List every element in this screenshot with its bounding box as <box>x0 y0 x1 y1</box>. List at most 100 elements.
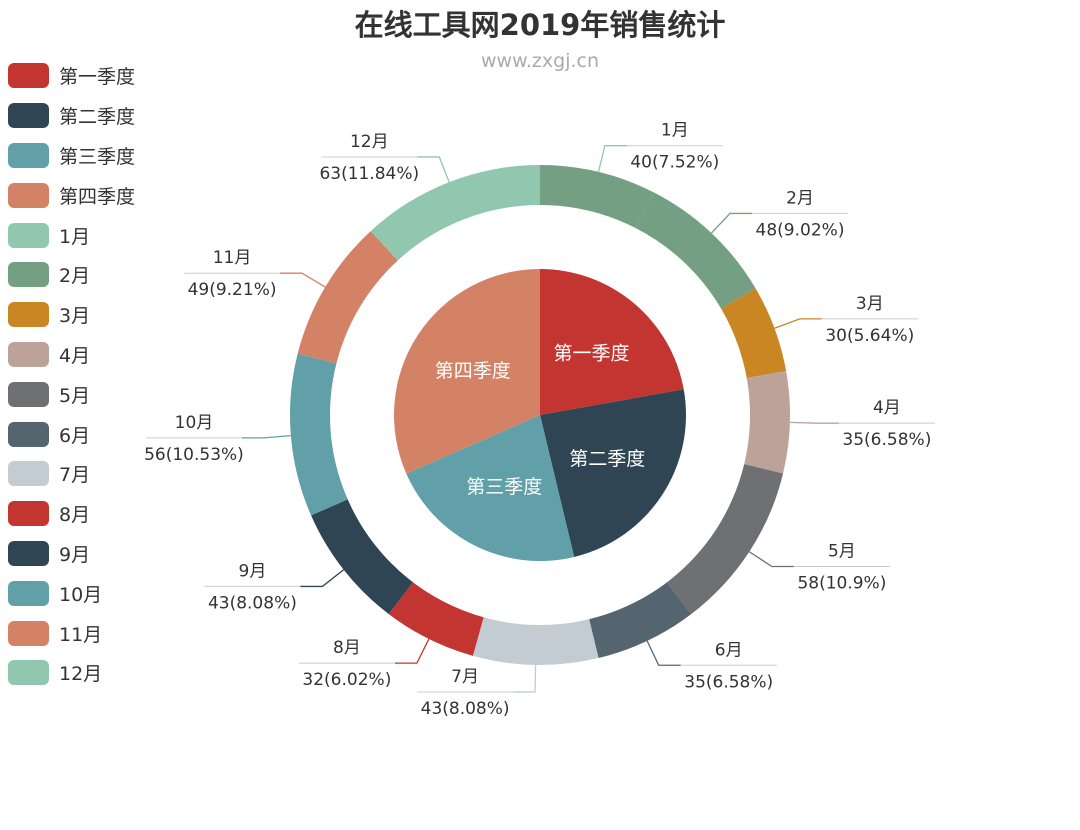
legend-label: 7月 <box>59 464 91 487</box>
outer-slice-value: 35(6.58%) <box>842 430 931 450</box>
legend-item[interactable]: 第二季度 <box>8 96 135 136</box>
chart-title: 在线工具网2019年销售统计 <box>354 8 726 42</box>
legend-item[interactable]: 11月 <box>8 613 135 653</box>
outer-slice-name: 7月 <box>451 667 479 687</box>
outer-slice-value: 40(7.52%) <box>630 153 719 173</box>
legend-label: 6月 <box>59 424 91 447</box>
legend-swatch <box>8 421 49 447</box>
legend-swatch <box>8 341 49 367</box>
legend-swatch <box>8 580 49 606</box>
legend-item[interactable]: 8月 <box>8 494 135 534</box>
outer-ring-slice[interactable] <box>297 231 421 372</box>
legend-swatch <box>8 540 49 566</box>
legend-swatch <box>8 501 49 527</box>
label-line <box>748 551 794 568</box>
legend-swatch <box>8 302 49 328</box>
label-line <box>646 640 681 666</box>
legend-item[interactable]: 2月 <box>8 255 135 295</box>
legend-swatch <box>8 63 49 89</box>
outer-slice-value: 30(5.64%) <box>825 326 914 346</box>
legend-label: 8月 <box>59 504 91 527</box>
legend-label: 第三季度 <box>59 145 136 168</box>
legend-swatch <box>8 103 49 129</box>
legend-swatch <box>8 660 49 686</box>
outer-slice-value: 48(9.02%) <box>756 220 845 240</box>
legend-swatch <box>8 182 49 208</box>
legend: 第一季度第二季度第三季度第四季度 1月 2月 3月 4月 5月 6月 7月 8月 9月 10月 11月… <box>8 56 135 693</box>
legend-item[interactable]: 12月 <box>8 653 135 693</box>
legend-label: 3月 <box>59 305 91 328</box>
legend-item[interactable]: 4月 <box>8 335 135 375</box>
outer-ring-slice[interactable] <box>646 456 784 615</box>
label-line <box>513 664 537 693</box>
legend-label: 10月 <box>59 583 103 606</box>
outer-slice-value: 32(6.02%) <box>302 670 391 690</box>
outer-slice-value: 43(8.08%) <box>421 699 510 719</box>
legend-label: 第四季度 <box>59 185 136 208</box>
legend-item[interactable]: 3月 <box>8 295 135 335</box>
legend-item[interactable]: 5月 <box>8 374 135 414</box>
legend-swatch <box>8 461 49 487</box>
label-line <box>774 318 822 329</box>
inner-slice-label: 第二季度 <box>569 448 645 470</box>
legend-label: 第一季度 <box>59 66 136 89</box>
legend-label: 11月 <box>59 623 103 646</box>
outer-slice-value: 49(9.21%) <box>188 280 277 300</box>
outer-ring-slice[interactable] <box>311 485 434 615</box>
inner-pie-slice[interactable] <box>406 415 575 561</box>
legend-item[interactable]: 9月 <box>8 534 135 574</box>
legend-label: 12月 <box>59 663 103 686</box>
legend-label: 5月 <box>59 384 91 407</box>
outer-ring-slice[interactable] <box>620 192 756 326</box>
label-line <box>417 156 450 183</box>
label-line <box>300 569 345 588</box>
legend-swatch <box>8 381 49 407</box>
outer-slice-value: 56(10.53%) <box>144 445 244 465</box>
outer-slice-name: 6月 <box>715 640 743 660</box>
legend-label: 4月 <box>59 344 91 367</box>
outer-slice-value: 43(8.08%) <box>208 593 297 613</box>
outer-slice-name: 9月 <box>239 561 267 581</box>
legend-label: 第二季度 <box>59 106 136 129</box>
label-line <box>597 145 627 173</box>
label-line <box>789 421 839 424</box>
outer-slice-name: 4月 <box>873 398 901 418</box>
legend-swatch <box>8 620 49 646</box>
legend-label: 9月 <box>59 543 91 566</box>
legend-item[interactable]: 第三季度 <box>8 136 135 176</box>
outer-slice-name: 3月 <box>856 294 884 314</box>
legend-swatch <box>8 222 49 248</box>
legend-item[interactable]: 7月 <box>8 454 135 494</box>
outer-slice-name: 1月 <box>661 121 689 141</box>
inner-pie-slice[interactable] <box>540 389 686 557</box>
legend-item[interactable]: 第四季度 <box>8 175 135 215</box>
label-line <box>711 212 753 234</box>
outer-slice-value: 63(11.84%) <box>319 164 419 184</box>
inner-slice-label: 第四季度 <box>435 360 511 382</box>
outer-slice-name: 11月 <box>213 248 252 268</box>
inner-slice-label: 第一季度 <box>554 342 630 364</box>
label-line <box>280 272 326 288</box>
outer-slice-name: 10月 <box>175 413 214 433</box>
inner-pie-slice[interactable] <box>394 269 540 474</box>
legend-item[interactable]: 10月 <box>8 573 135 613</box>
inner-pie-slice[interactable] <box>540 269 684 415</box>
outer-slice-value: 35(6.58%) <box>684 672 773 692</box>
inner-slice-label: 第三季度 <box>466 476 542 498</box>
outer-slice-value: 58(10.9%) <box>797 574 886 594</box>
legend-label: 2月 <box>59 265 91 288</box>
ring-gap-inner <box>330 205 750 625</box>
label-line <box>241 434 291 439</box>
label-line <box>394 638 430 664</box>
outer-slice-name: 12月 <box>350 132 389 152</box>
legend-item[interactable]: 1月 <box>8 215 135 255</box>
chart-subtitle[interactable]: www.zxgj.cn <box>481 50 599 72</box>
legend-item[interactable]: 第一季度 <box>8 56 135 96</box>
legend-label: 1月 <box>59 225 91 248</box>
legend-swatch <box>8 142 49 168</box>
legend-swatch <box>8 262 49 288</box>
outer-slice-name: 8月 <box>333 638 361 658</box>
legend-item[interactable]: 6月 <box>8 414 135 454</box>
outer-slice-name: 5月 <box>828 542 856 562</box>
